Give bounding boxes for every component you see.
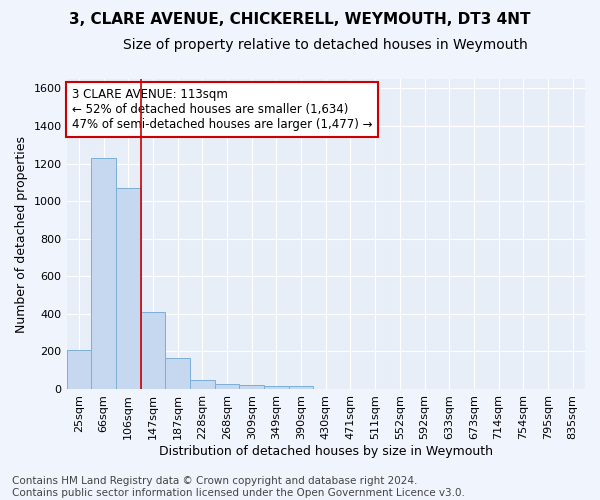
- Text: 3 CLARE AVENUE: 113sqm
← 52% of detached houses are smaller (1,634)
47% of semi-: 3 CLARE AVENUE: 113sqm ← 52% of detached…: [72, 88, 372, 132]
- Text: 3, CLARE AVENUE, CHICKERELL, WEYMOUTH, DT3 4NT: 3, CLARE AVENUE, CHICKERELL, WEYMOUTH, D…: [69, 12, 531, 28]
- Bar: [67, 350, 91, 389]
- Bar: [215, 384, 239, 389]
- Bar: [91, 158, 116, 389]
- Y-axis label: Number of detached properties: Number of detached properties: [15, 136, 28, 332]
- X-axis label: Distribution of detached houses by size in Weymouth: Distribution of detached houses by size …: [159, 444, 493, 458]
- Title: Size of property relative to detached houses in Weymouth: Size of property relative to detached ho…: [124, 38, 528, 52]
- Text: Contains HM Land Registry data © Crown copyright and database right 2024.
Contai: Contains HM Land Registry data © Crown c…: [12, 476, 465, 498]
- Bar: [190, 380, 215, 389]
- Bar: [239, 385, 264, 389]
- Bar: [289, 386, 313, 389]
- Bar: [116, 188, 140, 389]
- Bar: [140, 312, 165, 389]
- Bar: [165, 358, 190, 389]
- Bar: [264, 386, 289, 389]
